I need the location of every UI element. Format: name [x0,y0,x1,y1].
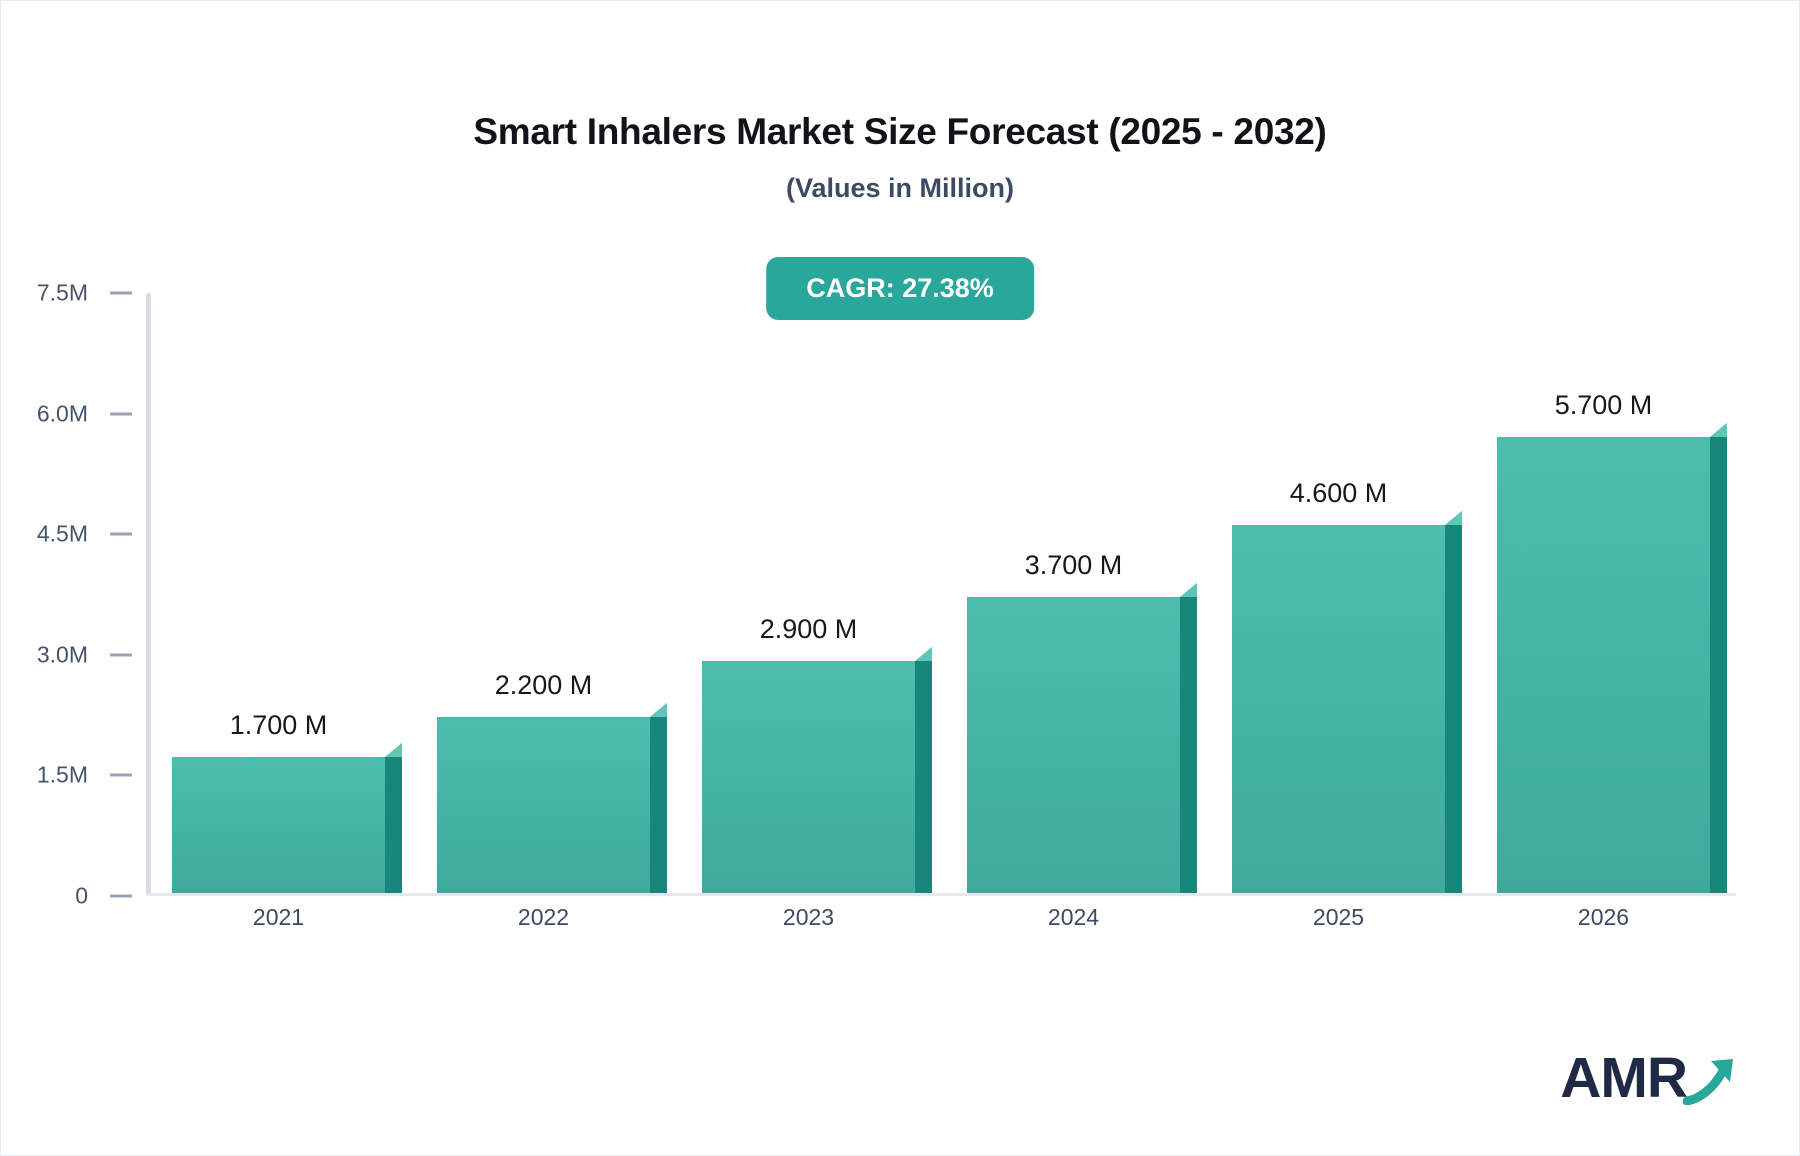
x-label-2026: 2026 [1577,904,1630,930]
x-label-2025: 2025 [1312,904,1365,930]
x-label-2023: 2023 [782,904,835,930]
growth-arrow-icon [1682,1055,1741,1106]
chart-subtitle: (Values in Million) [785,173,1015,203]
bar-slot-2026: 5.700 M [1471,293,1736,893]
y-tick-label: 3.0M [36,641,88,668]
amr-logo: AMR [1560,1050,1741,1107]
y-axis-line [146,293,151,896]
bar-slot-2021: 1.700 M [146,293,411,893]
bar-face: 1.700 M [172,710,402,893]
bar-side-face [1180,597,1197,893]
y-tick-label: 1.5M [36,761,88,788]
y-tick-label: 0 [75,882,88,909]
y-tick-label: 7.5M [36,279,88,306]
y-tick-0: 0 [75,883,146,910]
bar-2021[interactable]: 1.700 M [172,710,402,893]
y-tick-dash-icon [110,773,132,777]
bar-side-face [1710,437,1727,893]
y-tick-dash-icon [110,412,132,416]
y-tick-4: 6.0M [37,400,146,427]
bar-face: 2.200 M [437,670,667,893]
bar-face: 5.700 M [1497,390,1727,893]
y-tick-dash-icon [110,894,132,898]
bar-face: 2.900 M [702,614,932,893]
bar-value-label: 1.700 M [229,709,328,740]
bar-2025[interactable]: 4.600 M [1232,478,1462,893]
bar-2022[interactable]: 2.200 M [437,670,667,893]
y-tick-2: 3.0M [37,641,146,668]
y-tick-dash-icon [110,532,132,536]
bar-slot-2024: 3.700 M [941,293,1206,893]
y-tick-dash-icon [110,291,132,295]
bar-side-face [915,660,932,893]
bar-face: 4.600 M [1232,478,1462,893]
bar-slot-2023: 2.900 M [676,293,941,893]
bar-value-label: 2.200 M [494,670,593,701]
bar-face: 3.700 M [967,550,1197,893]
bar-slot-2022: 2.200 M [411,293,676,893]
x-axis-labels: 2021 2022 2023 2024 2025 2026 [146,904,1736,931]
bar-2026[interactable]: 5.700 M [1497,390,1727,893]
bar-value-label: 4.600 M [1289,478,1388,509]
bar-slot-2025: 4.600 M [1206,293,1471,893]
y-tick-label: 4.5M [36,520,88,547]
plot-area: 7.5M 6.0M 4.5M 3.0M 1.5M 0 [37,280,1736,909]
y-tick-1: 1.5M [37,762,146,789]
chart-title: Smart Inhalers Market Size Forecast (202… [473,111,1327,152]
bar-side-face [385,756,402,893]
cagr-badge: CAGR: 27.38% [766,257,1034,320]
x-label-2022: 2022 [517,904,570,930]
x-axis-line [146,893,1736,896]
y-tick-5: 7.5M [37,280,146,307]
bar-series: 1.700 M 2.200 M [146,293,1736,893]
logo-text: AMR [1560,1046,1688,1110]
y-tick-label: 6.0M [36,400,88,427]
bar-side-face [1445,525,1462,893]
bar-2023[interactable]: 2.900 M [702,614,932,893]
bar-value-label: 5.700 M [1554,390,1653,420]
x-label-2024: 2024 [1047,904,1100,930]
bar-2024[interactable]: 3.700 M [967,550,1197,893]
bar-side-face [650,717,667,893]
bar-value-label: 3.700 M [1024,550,1123,581]
y-tick-3: 4.5M [37,521,146,548]
y-tick-dash-icon [110,653,132,657]
bar-value-label: 2.900 M [759,613,858,644]
x-label-2021: 2021 [252,904,305,930]
